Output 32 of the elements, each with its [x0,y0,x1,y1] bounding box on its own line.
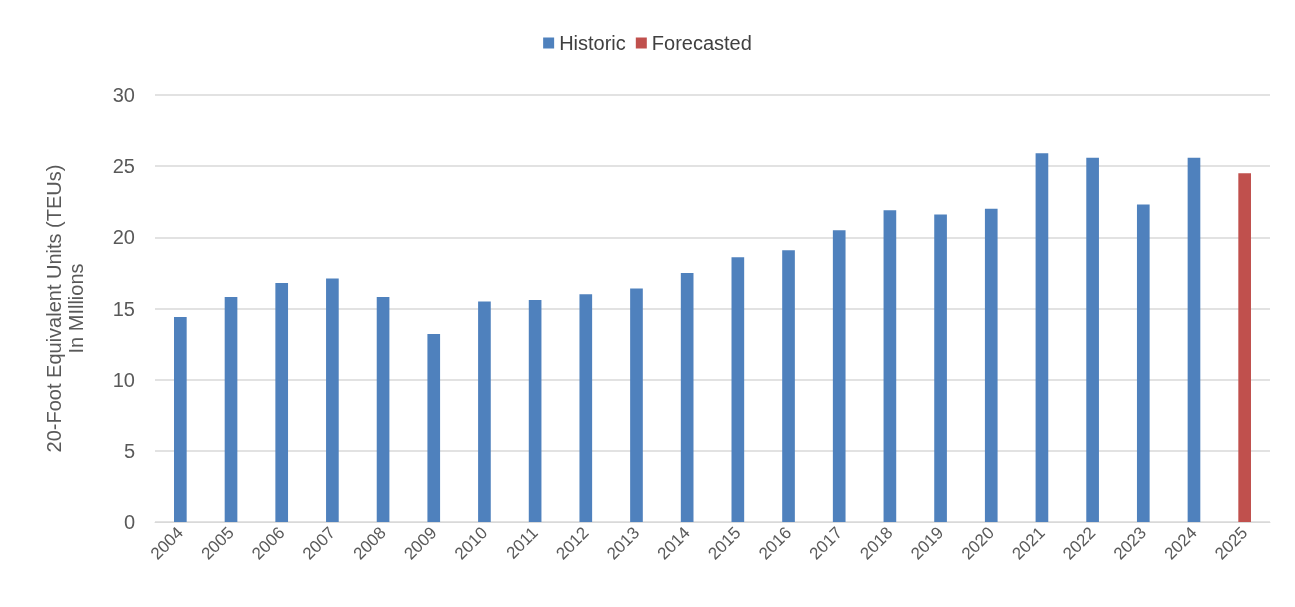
y-tick-label: 30 [112,84,135,106]
y-tick-label: 10 [112,368,135,391]
bar [1086,157,1099,522]
bar [275,282,289,522]
bar [782,250,795,522]
bar [1035,153,1049,522]
y-tick-label: 5 [123,439,135,462]
bar [630,288,643,522]
bar [326,278,339,522]
bar [528,299,542,522]
bar [174,317,187,522]
bar [1238,173,1251,522]
y-axis-title: 20-Foot Equivalent Units (TEUs) In MIllions [43,164,87,453]
bar [427,334,441,522]
y-tick-label: 0 [123,511,135,533]
bar [1187,157,1201,522]
y-tick-label: 25 [112,155,135,178]
y-tick-label: 15 [112,297,135,320]
bar [376,297,390,522]
bar [224,297,238,522]
bar [1136,204,1150,522]
bar [579,294,593,522]
bar [934,214,947,522]
bar [832,230,846,522]
bar [731,257,745,522]
bar [680,272,694,522]
y-tick-label: 20 [112,226,135,249]
bar [984,208,998,522]
bar [883,210,897,522]
bar [478,301,491,522]
legend-label: Historic [559,32,626,54]
legend-label: Forecasted [651,32,752,54]
